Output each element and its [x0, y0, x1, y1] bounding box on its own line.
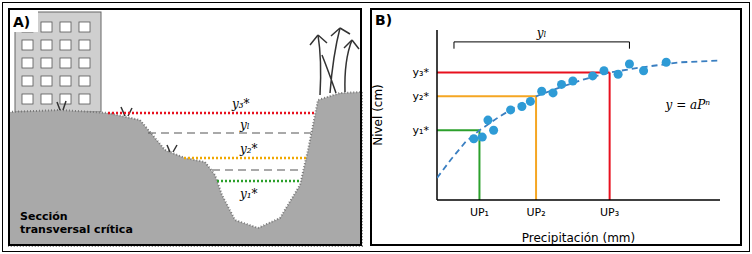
svg-text:Precipitación (mm): Precipitación (mm): [522, 231, 635, 245]
svg-text:Sección: Sección: [20, 210, 68, 223]
svg-text:UP₂: UP₂: [526, 206, 545, 219]
svg-text:y₂*: y₂*: [239, 142, 258, 156]
html-text:B): B): [375, 12, 393, 28]
svg-text:transversal crítica: transversal crítica: [20, 223, 133, 236]
svg-text:yₗ: yₗ: [239, 118, 250, 132]
svg-text:Nivel (cm): Nivel (cm): [371, 84, 385, 146]
svg-text:UP₃: UP₃: [600, 206, 619, 219]
svg-text:y₁*: y₁*: [413, 124, 430, 137]
svg-text:A): A): [13, 14, 30, 30]
svg-text:y₃*: y₃*: [231, 97, 250, 111]
svg-text:y₃*: y₃*: [413, 66, 430, 79]
svg-text:y₂*: y₂*: [413, 90, 430, 103]
svg-text:y₁*: y₁*: [239, 187, 258, 201]
svg-text:UP₁: UP₁: [470, 206, 489, 219]
svg-text:y = aPⁿ: y = aPⁿ: [665, 98, 711, 112]
svg-text:yₗ: yₗ: [536, 26, 547, 40]
